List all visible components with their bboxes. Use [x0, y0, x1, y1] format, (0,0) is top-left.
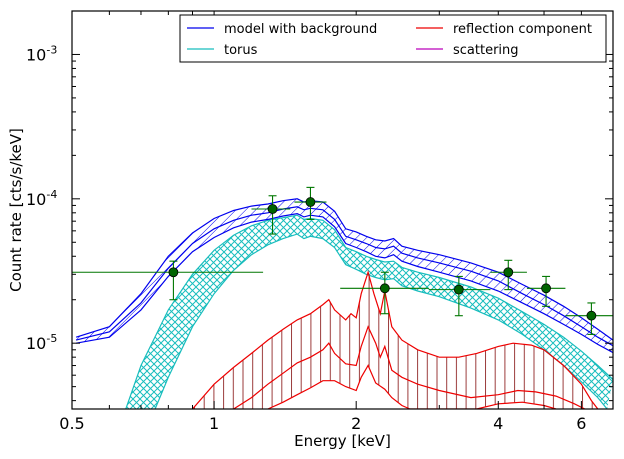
- model-bands: [75, 198, 613, 409]
- legend: model with background torus reflection c…: [179, 14, 607, 63]
- x-tick-label: 6: [576, 414, 586, 433]
- data-point-3: [294, 186, 327, 220]
- data-marker: [379, 283, 390, 294]
- x-tick-label: 2: [351, 414, 361, 433]
- y-tick-label: 10-5: [26, 332, 57, 353]
- model-band-mid: [75, 206, 613, 347]
- model-band-upper: [75, 198, 613, 341]
- model-band-fill: [76, 198, 613, 353]
- x-tick-label: 1: [209, 414, 219, 433]
- legend-label-torus: torus: [224, 43, 258, 58]
- reflection-band-upper: [192, 270, 599, 409]
- data-marker: [541, 283, 551, 294]
- model-band-lower: [75, 212, 613, 354]
- torus-band-fill: [125, 215, 613, 409]
- data-point-4: [340, 271, 429, 315]
- x-tick-label: 4: [493, 414, 503, 433]
- axis-ticks: 0.5 1 2 4 6 10-5 10-4 10-3: [26, 10, 614, 433]
- data-point-5: [428, 275, 491, 317]
- plot-frame: [71, 10, 614, 410]
- reflection-band-lower: [267, 364, 557, 409]
- torus-band-lower: [154, 233, 608, 409]
- x-axis-label: Energy [keV]: [294, 432, 391, 450]
- data-point-1: [72, 260, 264, 301]
- reflection-band-mid: [233, 325, 586, 409]
- data-point-7: [526, 275, 566, 307]
- data-marker: [168, 267, 179, 278]
- x-tick-label: 0.5: [59, 414, 84, 433]
- legend-label-scattering: scattering: [453, 43, 519, 58]
- legend-box: [179, 14, 607, 63]
- reflection-band-fill: [192, 272, 598, 409]
- torus-band-upper: [125, 214, 613, 409]
- data-marker: [267, 204, 278, 214]
- data-point-8: [565, 302, 613, 335]
- data-marker: [453, 284, 464, 295]
- data-point-2: [251, 195, 291, 235]
- data-marker: [305, 197, 316, 207]
- y-axis-label: Count rate [cts/s/keV]: [7, 128, 25, 292]
- data-marker: [503, 267, 514, 278]
- legend-label-model: model with background: [224, 22, 377, 37]
- y-tick-label: 10-3: [26, 43, 57, 64]
- data-point-6: [490, 259, 527, 291]
- y-tick-label: 10-4: [26, 188, 57, 209]
- data-points: [72, 186, 613, 335]
- data-marker: [586, 310, 597, 321]
- legend-label-reflection: reflection component: [453, 22, 592, 37]
